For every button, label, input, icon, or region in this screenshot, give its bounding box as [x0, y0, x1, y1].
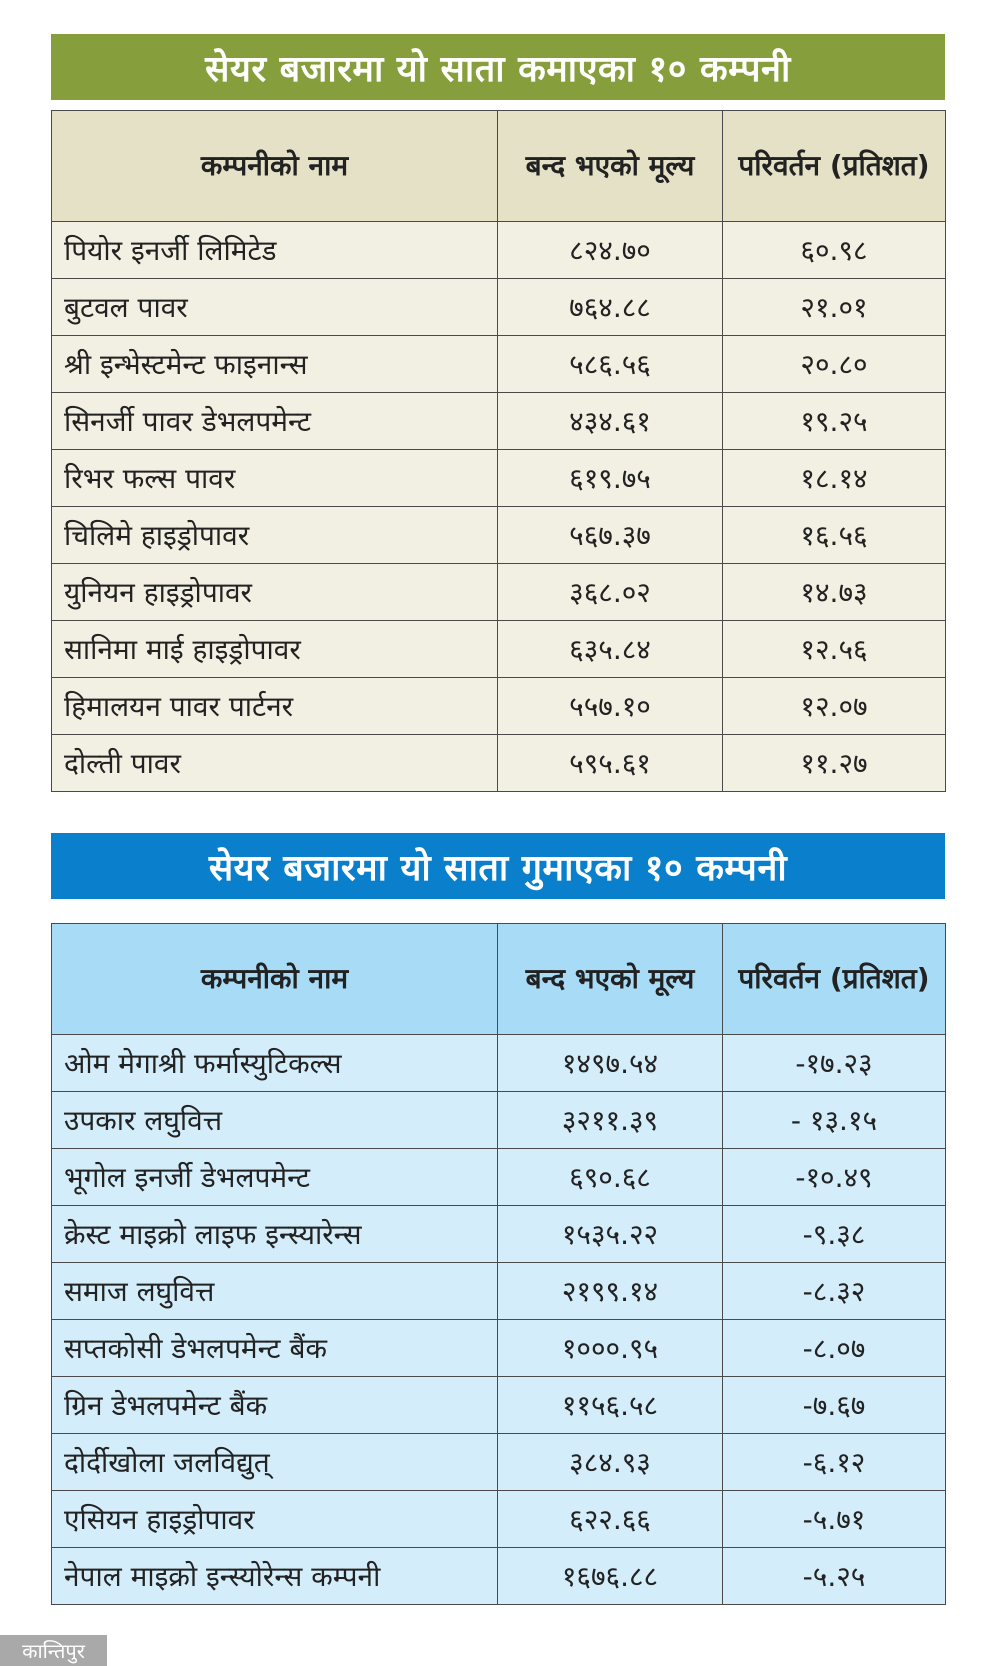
- table-row: उपकार लघुवित्त ३२११.३९- १३.१५: [51, 1091, 946, 1149]
- change-percent-cell: १२.०७: [722, 677, 946, 735]
- table-row: सानिमा माई हाइड्रोपावर ६३५.८४ १२.५६: [51, 620, 946, 678]
- company-name-cell: सप्तकोसी डेभलपमेन्ट बैंक: [51, 1319, 498, 1377]
- company-name-cell: सानिमा माई हाइड्रोपावर: [51, 620, 498, 678]
- closing-price-cell: ५६७.३७: [497, 506, 723, 564]
- table-row: दोल्ती पावर ५९५.६१ ११.२७: [51, 734, 946, 792]
- company-name-cell: ओम मेगाश्री फर्मास्युटिकल्स: [51, 1034, 498, 1092]
- header-row: कम्पनीको नाम बन्द भएको मूल्य परिवर्तन (प…: [51, 110, 946, 222]
- table-row: दोर्दीखोला जलविद्युत् ३८४.९३ -६.१२: [51, 1433, 946, 1491]
- closing-price-cell: ५८६.५६: [497, 335, 723, 393]
- change-percent-cell: १६.५६: [722, 506, 946, 564]
- company-name-cell: भूगोल इनर्जी डेभलपमेन्ट: [51, 1148, 498, 1206]
- table-row: ओम मेगाश्री फर्मास्युटिकल्स १४९७.५४ -१७.२३: [51, 1034, 946, 1092]
- change-percent-cell: १९.२५: [722, 392, 946, 450]
- gainers-title: सेयर बजारमा यो साता कमाएका १० कम्पनी: [51, 34, 945, 100]
- closing-price-cell: ६१९.७५: [497, 449, 723, 507]
- closing-price-cell: ८२४.७०: [497, 221, 723, 279]
- closing-price-cell: ६३५.८४: [497, 620, 723, 678]
- table-row: एसियन हाइड्रोपावर ६२२.६६ -५.७१: [51, 1490, 946, 1548]
- change-percent-cell: -५.७१: [722, 1490, 946, 1548]
- table-row: ग्रिन डेभलपमेन्ट बैंक ११५६.५८ -७.६७: [51, 1376, 946, 1434]
- table-row: सप्तकोसी डेभलपमेन्ट बैंक १०००.९५ -८.०७: [51, 1319, 946, 1377]
- closing-price-cell: ४३४.६१: [497, 392, 723, 450]
- table-row: समाज लघुवित्त २१९९.१४ -८.३२: [51, 1262, 946, 1320]
- company-name-cell: उपकार लघुवित्त: [51, 1091, 498, 1149]
- change-percent-cell: ६०.९८: [722, 221, 946, 279]
- closing-price-cell: १५३५.२२: [497, 1205, 723, 1263]
- change-percent-cell: -८.३२: [722, 1262, 946, 1320]
- change-percent-cell: -६.१२: [722, 1433, 946, 1491]
- change-percent-cell: २०.८०: [722, 335, 946, 393]
- company-name-cell: श्री इन्भेस्टमेन्ट फाइनान्स: [51, 335, 498, 393]
- header-closing-price: बन्द भएको मूल्य: [497, 923, 723, 1035]
- company-name-cell: रिभर फल्स पावर: [51, 449, 498, 507]
- company-name-cell: हिमालयन पावर पार्टनर: [51, 677, 498, 735]
- closing-price-cell: १०००.९५: [497, 1319, 723, 1377]
- change-percent-cell: ११.२७: [722, 734, 946, 792]
- change-percent-cell: -१७.२३: [722, 1034, 946, 1092]
- closing-price-cell: ७६४.८८: [497, 278, 723, 336]
- table-row: युनियन हाइड्रोपावर ३६८.०२ १४.७३: [51, 563, 946, 621]
- change-percent-cell: १८.१४: [722, 449, 946, 507]
- closing-price-cell: ११५६.५८: [497, 1376, 723, 1434]
- table-row: चिलिमे हाइड्रोपावर ५६७.३७ १६.५६: [51, 506, 946, 564]
- closing-price-cell: ५९५.६१: [497, 734, 723, 792]
- company-name-cell: दोल्ती पावर: [51, 734, 498, 792]
- gainers-table: कम्पनीको नाम बन्द भएको मूल्य परिवर्तन (प…: [51, 110, 946, 792]
- change-percent-cell: -५.२५: [722, 1547, 946, 1605]
- losers-table: कम्पनीको नाम बन्द भएको मूल्य परिवर्तन (प…: [51, 923, 946, 1605]
- company-name-cell: ग्रिन डेभलपमेन्ट बैंक: [51, 1376, 498, 1434]
- closing-price-cell: १४९७.५४: [497, 1034, 723, 1092]
- company-name-cell: पियोर इनर्जी लिमिटेड: [51, 221, 498, 279]
- company-name-cell: चिलिमे हाइड्रोपावर: [51, 506, 498, 564]
- header-closing-price: बन्द भएको मूल्य: [497, 110, 723, 222]
- company-name-cell: एसियन हाइड्रोपावर: [51, 1490, 498, 1548]
- closing-price-cell: ३८४.९३: [497, 1433, 723, 1491]
- kantipur-logo: कान्तिपुर: [0, 1635, 107, 1666]
- table-row: सिनर्जी पावर डेभलपमेन्ट ४३४.६१ १९.२५: [51, 392, 946, 450]
- header-change-percent: परिवर्तन (प्रतिशत): [722, 110, 946, 222]
- table-row: नेपाल माइक्रो इन्स्योरेन्स कम्पनी १६७६.८८…: [51, 1547, 946, 1605]
- change-percent-cell: -८.०७: [722, 1319, 946, 1377]
- company-name-cell: दोर्दीखोला जलविद्युत्: [51, 1433, 498, 1491]
- company-name-cell: युनियन हाइड्रोपावर: [51, 563, 498, 621]
- closing-price-cell: १६७६.८८: [497, 1547, 723, 1605]
- change-percent-cell: १४.७३: [722, 563, 946, 621]
- change-percent-cell: १२.५६: [722, 620, 946, 678]
- company-name-cell: सिनर्जी पावर डेभलपमेन्ट: [51, 392, 498, 450]
- table-row: रिभर फल्स पावर ६१९.७५ १८.१४: [51, 449, 946, 507]
- header-change-percent: परिवर्तन (प्रतिशत): [722, 923, 946, 1035]
- closing-price-cell: ३२११.३९: [497, 1091, 723, 1149]
- closing-price-cell: ६९०.६८: [497, 1148, 723, 1206]
- change-percent-cell: २१.०१: [722, 278, 946, 336]
- header-company-name: कम्पनीको नाम: [51, 923, 498, 1035]
- table-row: क्रेस्ट माइक्रो लाइफ इन्स्यारेन्स १५३५.२२…: [51, 1205, 946, 1263]
- closing-price-cell: ६२२.६६: [497, 1490, 723, 1548]
- closing-price-cell: ५५७.१०: [497, 677, 723, 735]
- losers-title: सेयर बजारमा यो साता गुमाएका १० कम्पनी: [51, 833, 945, 899]
- closing-price-cell: २१९९.१४: [497, 1262, 723, 1320]
- company-name-cell: समाज लघुवित्त: [51, 1262, 498, 1320]
- header-row: कम्पनीको नाम बन्द भएको मूल्य परिवर्तन (प…: [51, 923, 946, 1035]
- table-row: पियोर इनर्जी लिमिटेड ८२४.७० ६०.९८: [51, 221, 946, 279]
- table-row: बुटवल पावर ७६४.८८ २१.०१: [51, 278, 946, 336]
- header-company-name: कम्पनीको नाम: [51, 110, 498, 222]
- company-name-cell: क्रेस्ट माइक्रो लाइफ इन्स्यारेन्स: [51, 1205, 498, 1263]
- company-name-cell: बुटवल पावर: [51, 278, 498, 336]
- change-percent-cell: -९.३८: [722, 1205, 946, 1263]
- table-row: भूगोल इनर्जी डेभलपमेन्ट ६९०.६८ -१०.४९: [51, 1148, 946, 1206]
- company-name-cell: नेपाल माइक्रो इन्स्योरेन्स कम्पनी: [51, 1547, 498, 1605]
- change-percent-cell: -१०.४९: [722, 1148, 946, 1206]
- closing-price-cell: ३६८.०२: [497, 563, 723, 621]
- table-row: श्री इन्भेस्टमेन्ट फाइनान्स ५८६.५६ २०.८०: [51, 335, 946, 393]
- table-row: हिमालयन पावर पार्टनर ५५७.१० १२.०७: [51, 677, 946, 735]
- change-percent-cell: - १३.१५: [722, 1091, 946, 1149]
- change-percent-cell: -७.६७: [722, 1376, 946, 1434]
